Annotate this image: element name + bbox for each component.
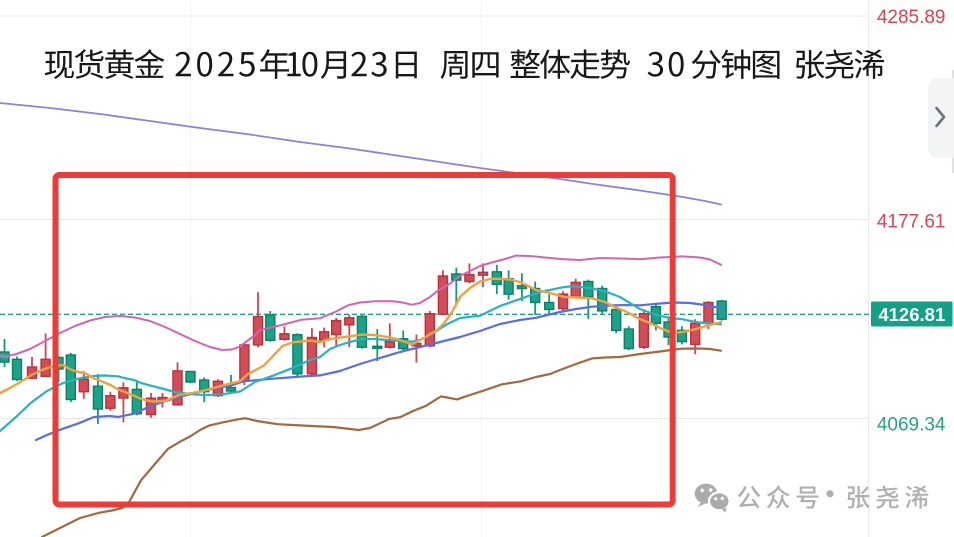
svg-text:4285.89: 4285.89 [877, 7, 946, 28]
svg-text:4126.81: 4126.81 [878, 304, 945, 325]
svg-text:4177.61: 4177.61 [877, 211, 946, 232]
svg-text:4069.34: 4069.34 [877, 415, 946, 436]
